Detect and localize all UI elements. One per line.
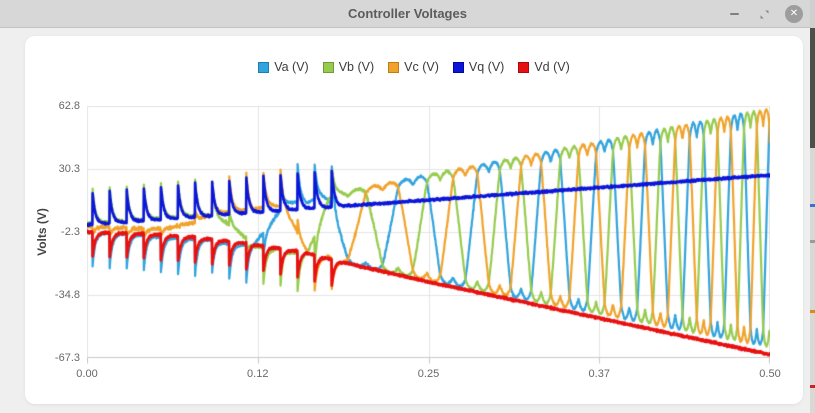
legend-swatch-icon <box>452 61 464 73</box>
sliver-dark-segment <box>810 28 815 148</box>
close-icon: ✕ <box>789 8 799 19</box>
window-titlebar[interactable]: Controller Voltages ✕ <box>0 0 815 28</box>
legend-swatch-icon <box>518 61 530 73</box>
y-tick-label: 30.3 <box>58 162 80 175</box>
sliver-top-segment <box>810 0 815 28</box>
maximize-icon <box>760 10 768 18</box>
legend-label: Vq (V) <box>468 60 505 74</box>
legend-label: Va (V) <box>274 60 309 74</box>
sliver-speck <box>810 385 815 388</box>
chart-plot-area <box>87 106 770 368</box>
y-tick-label: -2.3 <box>61 226 80 239</box>
chart-legend: Va (V) Vb (V) Vc (V) Vq (V) Vd (V) <box>25 60 803 74</box>
x-tick-label: 0.50 <box>759 368 781 380</box>
minimize-button[interactable] <box>725 5 743 23</box>
legend-swatch-icon <box>388 61 400 73</box>
legend-item-vd: Vd (V) <box>518 60 570 74</box>
legend-label: Vb (V) <box>338 60 375 74</box>
legend-item-va: Va (V) <box>258 60 309 74</box>
legend-item-vb: Vb (V) <box>322 60 375 74</box>
x-tick-label: 0.25 <box>417 368 440 380</box>
close-button[interactable]: ✕ <box>785 5 803 23</box>
sliver-light-segment <box>810 148 815 413</box>
window-controls: ✕ <box>713 0 803 28</box>
chart-card: Va (V) Vb (V) Vc (V) Vq (V) Vd (V) Volts (V)… <box>25 36 803 404</box>
legend-label: Vc (V) <box>404 60 439 74</box>
y-tick-label: -34.8 <box>54 289 80 302</box>
sliver-speck <box>810 204 815 207</box>
y-tick-label: 62.8 <box>58 100 80 112</box>
x-tick-label: 0.00 <box>76 368 98 380</box>
x-tick-label: 0.37 <box>588 368 610 380</box>
sliver-speck <box>810 310 815 313</box>
background-window-sliver[interactable] <box>810 0 815 413</box>
window-title: Controller Voltages <box>348 6 467 21</box>
legend-item-vc: Vc (V) <box>388 60 439 74</box>
legend-item-vq: Vq (V) <box>452 60 505 74</box>
legend-label: Vd (V) <box>534 60 570 74</box>
y-tick-label: -67.3 <box>54 352 80 364</box>
legend-swatch-icon <box>258 61 270 73</box>
minimize-icon <box>729 13 739 15</box>
legend-swatch-icon <box>322 61 334 73</box>
sliver-speck <box>810 240 815 243</box>
maximize-button[interactable] <box>755 5 773 23</box>
x-tick-label: 0.12 <box>247 368 269 380</box>
